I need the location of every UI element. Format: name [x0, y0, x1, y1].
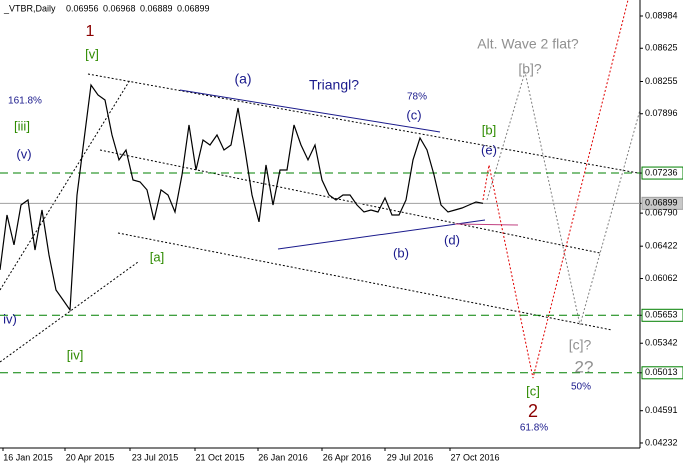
- ohlc-value: 0.06968: [103, 3, 136, 13]
- wave-label: 61.8%: [520, 423, 548, 434]
- x-tick-label: 29 Jul 2016: [387, 452, 434, 462]
- wave-label: (d): [444, 232, 460, 247]
- wave-label: 2?: [575, 357, 594, 376]
- wave-label: [b]?: [518, 61, 542, 77]
- y-tick-label: 0.07896: [645, 108, 678, 118]
- wave-label: (e): [481, 142, 497, 157]
- x-tick-label: 16 Jan 2015: [3, 452, 53, 462]
- wave-label: [iv]: [67, 347, 84, 362]
- y-tick-label: 0.05342: [645, 338, 678, 348]
- level-label-box: [641, 166, 683, 180]
- price-line: [0, 83, 484, 312]
- wave-label: [iii]: [14, 118, 30, 133]
- ohlc-value: 0.06899: [177, 3, 210, 13]
- wave-label: iv): [3, 311, 17, 326]
- wave-label: [a]: [150, 249, 164, 264]
- y-tick-label: 0.06422: [645, 241, 678, 251]
- wave-label: [v]: [85, 46, 99, 61]
- y-tick-label: 0.06790: [645, 208, 678, 218]
- wave-label: 78%: [407, 92, 427, 103]
- x-tick-label: 21 Oct 2015: [195, 452, 244, 462]
- wave-label: 1: [86, 23, 95, 40]
- y-tick-label: 0.08625: [645, 43, 678, 53]
- y-tick-label: 0.04232: [645, 437, 678, 447]
- wave-label: [c]: [526, 383, 540, 398]
- x-tick-label: 27 Oct 2016: [450, 452, 499, 462]
- level-label-box: [641, 196, 683, 210]
- wave-label: Alt. Wave 2 flat?: [477, 36, 579, 52]
- wave-label: 2: [528, 401, 538, 421]
- y-tick-label: 0.06062: [645, 273, 678, 283]
- wave-label: 50%: [571, 382, 591, 393]
- wave-label: [c]?: [569, 337, 592, 353]
- wave-label: (b): [393, 245, 409, 260]
- wave-label: (a): [234, 71, 251, 87]
- y-tick-label: 0.04591: [645, 405, 678, 415]
- wave-label: (c): [406, 107, 421, 122]
- ohlc-value: 0.06889: [140, 3, 173, 13]
- wave-label: Triangl?: [309, 77, 359, 93]
- y-tick-label: 0.07236: [645, 167, 678, 177]
- wave-label: 161.8%: [8, 96, 42, 107]
- wave-label: (v): [16, 146, 31, 161]
- y-tick-label: 0.05013: [645, 367, 678, 377]
- y-tick-label: 0.05653: [645, 310, 678, 320]
- y-tick-label: 0.08255: [645, 76, 678, 86]
- wave-label: [b]: [482, 122, 496, 137]
- level-label-box: [641, 366, 683, 380]
- ohlc-value: 0.06956: [66, 3, 99, 13]
- chart-title: _VTBR,Daily: [3, 3, 56, 13]
- y-tick-label: 0.08984: [645, 10, 678, 20]
- y-tick-label: 0.06899: [645, 198, 678, 208]
- x-tick-label: 20 Apr 2015: [66, 452, 115, 462]
- x-tick-label: 26 Jan 2016: [258, 452, 308, 462]
- x-tick-label: 26 Apr 2016: [323, 452, 372, 462]
- level-label-box: [641, 308, 683, 322]
- x-tick-label: 23 Jul 2015: [132, 452, 179, 462]
